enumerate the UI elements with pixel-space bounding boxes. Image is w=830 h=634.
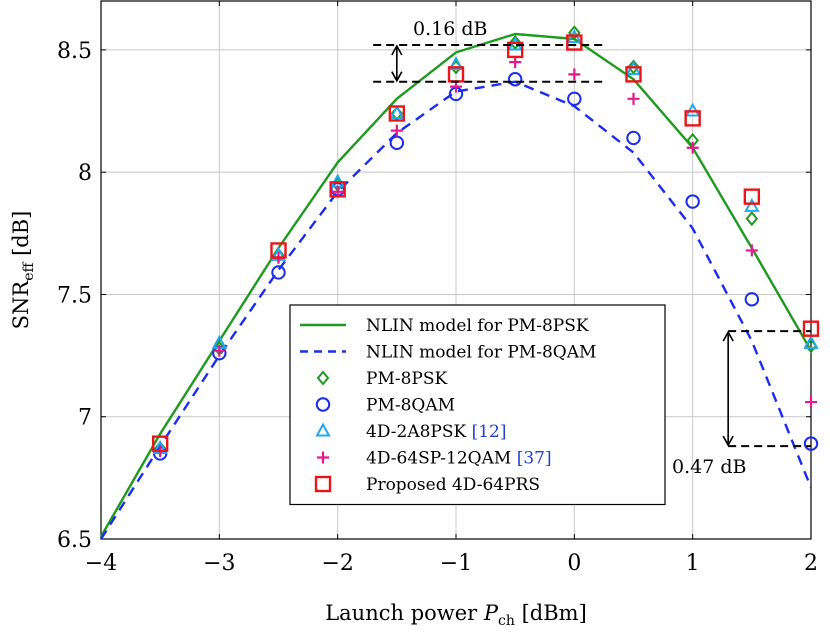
legend-swatch-4	[315, 422, 331, 437]
legend-label-1: NLIN model for PM-8QAM	[366, 343, 596, 363]
x-tick-label-3: −1	[440, 551, 472, 576]
series-2-point-7	[568, 25, 581, 41]
x-tick-label-1: −3	[203, 551, 235, 576]
series-6-point-7	[625, 66, 642, 83]
y-axis-title-sub: eff	[21, 262, 37, 281]
legend-ref-4[interactable]: [12]	[472, 422, 507, 442]
series-3-point-6	[507, 72, 523, 87]
series-3-point-2	[271, 265, 286, 280]
annotation-0-arrow-head-bottom	[391, 71, 403, 83]
y-axis-title: SNReff [dB]	[9, 211, 37, 330]
series-5-point-11	[805, 396, 817, 409]
x-tick-label-6: 2	[804, 551, 818, 576]
series-6-point-6	[566, 34, 583, 51]
axis-titles: Launch power Pch [dBm] SNReff [dB]	[9, 211, 587, 629]
series-5-point-1	[213, 344, 226, 357]
series-3-point-8	[626, 130, 641, 146]
x-axis-title-prefix: Launch power	[325, 601, 484, 625]
legend-name-6: Proposed 4D-64PRS	[366, 475, 540, 495]
x-tick-label-0: −4	[85, 551, 117, 576]
series-2-point-10	[745, 211, 759, 227]
legend-box	[289, 304, 666, 506]
series-3-point-10	[744, 292, 760, 307]
legend-name-5: 4D-64SP-12QAM	[366, 449, 511, 469]
series-6-point-1	[270, 242, 287, 259]
series-4-point-5	[448, 55, 464, 71]
legend-name-4: 4D-2A8PSK	[366, 422, 466, 442]
series-4-point-10	[744, 197, 760, 212]
series-5-point-8	[627, 92, 640, 105]
series-5-point-6	[509, 56, 522, 69]
y-tick-label-2: 7.5	[57, 283, 92, 308]
legend-swatch-5	[317, 451, 329, 464]
y-axis-title-prefix: SNR	[9, 280, 33, 330]
series-4-point-9	[684, 102, 701, 117]
series-6-point-9	[743, 188, 761, 205]
x-axis-title-var: P	[483, 601, 499, 625]
y-tick-label-3: 8	[78, 161, 92, 186]
y-axis-title-suffix: [dB]	[9, 211, 33, 263]
series-4-point-4	[389, 104, 405, 119]
series-6-point-8	[684, 110, 701, 127]
legend-name-1: NLIN model for PM-8QAM	[366, 343, 596, 363]
series-3-point-9	[685, 194, 700, 209]
legend-label-6: Proposed 4D-64PRS	[366, 475, 540, 495]
legend-name-0: NLIN model for PM-8PSK	[366, 316, 589, 336]
legend: NLIN model for PM-8PSK NLIN model for PM-…	[289, 304, 666, 506]
series-5-point-4	[390, 124, 403, 137]
series-6-point-5	[506, 41, 524, 59]
legend-label-2: PM-8PSK	[366, 369, 447, 389]
series-6-point-10	[802, 320, 820, 337]
series-5-point-7	[568, 68, 581, 81]
annotation-1-arrow-head-top	[722, 330, 734, 342]
series-6-point-3	[388, 105, 406, 122]
legend-swatch-6	[314, 475, 332, 493]
series-6-point-0	[151, 435, 169, 452]
series-3-point-4	[389, 135, 405, 151]
legend-label-3: PM-8QAM	[366, 396, 455, 416]
x-tick-label-5: 1	[686, 551, 700, 576]
series-5-point-10	[745, 244, 758, 257]
y-tick-label-4: 8.5	[57, 39, 92, 64]
x-tick-label-4: 0	[567, 551, 581, 576]
annotation-0-arrow-head-top	[391, 44, 403, 56]
x-tick-label-2: −2	[321, 551, 353, 576]
series-3-point-7	[567, 91, 582, 107]
series-4-point-11	[803, 334, 819, 349]
series-line-1	[99, 80, 813, 540]
legend-swatch-2	[316, 370, 330, 386]
y-tick-label-1: 7	[78, 406, 92, 431]
legend-swatch-3	[315, 397, 331, 412]
annotations: 0.16 dB 0.47 dB	[373, 18, 811, 478]
x-axis-title: Launch power Pch [dBm]	[325, 601, 587, 629]
legend-label-4: 4D-2A8PSK [12]	[366, 422, 507, 442]
legend-name-2: PM-8PSK	[366, 369, 447, 389]
x-axis-title-sub: ch	[498, 613, 515, 629]
series-6-point-2	[329, 181, 346, 198]
legend-ref-5[interactable]: [37]	[517, 449, 552, 469]
annotation-1-arrow-head-bottom	[722, 435, 734, 447]
series-5-point-9	[686, 141, 699, 154]
legend-label-5: 4D-64SP-12QAM [37]	[366, 449, 552, 469]
x-axis-title-suffix: [dBm]	[515, 601, 587, 625]
axis-ticks: −4 −3 −2 −1 0 1 2 6.5 7 7.5 8 8.5	[57, 1, 818, 576]
series-3-point-11	[803, 436, 819, 451]
y-tick-label-0: 6.5	[57, 528, 92, 553]
annotation-0-label: 0.16 dB	[413, 18, 487, 40]
annotation-1-label: 0.47 dB	[672, 456, 746, 478]
legend-name-3: PM-8QAM	[366, 396, 455, 416]
legend-label-0: NLIN model for PM-8PSK	[366, 316, 589, 336]
